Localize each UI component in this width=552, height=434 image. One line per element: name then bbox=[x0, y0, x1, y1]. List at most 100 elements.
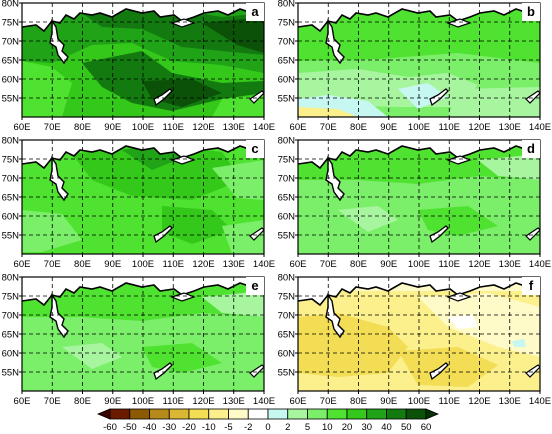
lon-tick-label: 100E bbox=[132, 396, 154, 407]
coastline bbox=[298, 8, 540, 33]
lon-tick-label: 140E bbox=[529, 396, 551, 407]
lon-tick-label: 70E bbox=[44, 259, 61, 270]
lat-tick-label: 55N bbox=[278, 368, 296, 379]
lon-tick-label: 60E bbox=[14, 122, 31, 133]
svg-text:a: a bbox=[251, 4, 259, 19]
colorbar-label: -50 bbox=[123, 422, 137, 433]
lat-tick-label: 60N bbox=[278, 212, 296, 223]
colorbar-swatch bbox=[247, 408, 269, 420]
colorbar-label: -10 bbox=[202, 422, 216, 433]
lon-tick-label: 110E bbox=[163, 122, 184, 133]
lake-baikal bbox=[153, 225, 173, 244]
lon-tick-label: 100E bbox=[408, 122, 430, 133]
lat-tick-label: 65N bbox=[278, 330, 296, 341]
colorbar-swatch bbox=[366, 408, 387, 420]
graticule bbox=[298, 3, 540, 117]
colorbar-label: -2 bbox=[244, 422, 252, 433]
colorbar-swatch bbox=[149, 408, 170, 420]
lon-tick-label: 80E bbox=[350, 396, 367, 407]
lat-tick-label: 80N bbox=[278, 0, 296, 10]
lon-tick-label: 110E bbox=[163, 396, 184, 407]
lon-tick-label: 130E bbox=[223, 259, 245, 270]
lon-tick-label: 70E bbox=[320, 122, 337, 133]
colorbar-label: 40 bbox=[381, 422, 392, 433]
lon-tick-label: 120E bbox=[468, 396, 490, 407]
colorbar-swatch bbox=[208, 408, 229, 420]
graticule bbox=[22, 3, 264, 117]
colorbar: -60 -50 -40 -30 -20 -10 -5 -2 0 2 5 10 20 30 40 50 60 bbox=[96, 408, 440, 433]
lat-tick-label: 75N bbox=[2, 18, 20, 29]
lon-tick-label: 90E bbox=[104, 122, 121, 133]
lat-tick-label: 65N bbox=[2, 56, 20, 67]
colorbar-label: 20 bbox=[342, 422, 353, 433]
lat-tick-label: 80N bbox=[2, 136, 20, 147]
lat-tick-label: 55N bbox=[2, 94, 20, 105]
lon-tick-label: 70E bbox=[44, 122, 61, 133]
colorbar-label: 5 bbox=[305, 422, 310, 433]
lake-baikal bbox=[153, 88, 173, 107]
lon-tick-label: 100E bbox=[408, 396, 430, 407]
lat-tick-label: 75N bbox=[2, 292, 20, 303]
graticule bbox=[298, 277, 540, 391]
coastline bbox=[22, 8, 264, 33]
lat-tick-label: 80N bbox=[2, 273, 20, 284]
colorbar-swatch bbox=[307, 408, 328, 420]
lon-tick-label: 80E bbox=[74, 259, 91, 270]
graticule bbox=[298, 140, 540, 254]
taimyr-lake bbox=[446, 155, 472, 165]
colorbar-label: 60 bbox=[421, 422, 432, 433]
lon-tick-label: 140E bbox=[253, 396, 275, 407]
lat-tick-label: 75N bbox=[278, 292, 296, 303]
lat-tick-label: 75N bbox=[278, 18, 296, 29]
lat-tick-label: 70N bbox=[278, 174, 296, 185]
okhotsk-coast bbox=[525, 364, 540, 378]
lat-tick-label: 80N bbox=[278, 136, 296, 147]
svg-text:b: b bbox=[527, 4, 535, 19]
colorbar-swatch bbox=[188, 408, 210, 420]
lon-tick-label: 90E bbox=[380, 122, 397, 133]
panel-label: c bbox=[246, 140, 264, 158]
map-panel-a: 80N 75N 70N 65N 60N 55N 60E 70E 80E 90E 100E 110E 12… bbox=[2, 0, 276, 133]
lon-tick-label: 120E bbox=[192, 396, 214, 407]
lon-tick-label: 120E bbox=[192, 122, 214, 133]
lon-tick-label: 70E bbox=[44, 396, 61, 407]
coastline bbox=[298, 145, 540, 170]
lat-tick-label: 60N bbox=[278, 349, 296, 360]
lon-tick-label: 110E bbox=[439, 259, 460, 270]
lon-tick-label: 100E bbox=[132, 259, 154, 270]
colorbar-label: 2 bbox=[285, 422, 290, 433]
lat-tick-label: 75N bbox=[2, 155, 20, 166]
lon-tick-label: 140E bbox=[253, 259, 275, 270]
lon-tick-label: 130E bbox=[499, 396, 521, 407]
lon-tick-label: 120E bbox=[468, 259, 490, 270]
lon-tick-label: 90E bbox=[380, 396, 397, 407]
colorbar-swatch bbox=[168, 408, 190, 420]
lon-tick-label: 140E bbox=[253, 122, 275, 133]
lake-baikal bbox=[429, 225, 449, 244]
graticule bbox=[22, 277, 264, 391]
colorbar-label: -60 bbox=[103, 422, 117, 433]
colorbar-label: -5 bbox=[224, 422, 232, 433]
lon-tick-label: 130E bbox=[499, 259, 521, 270]
colorbar-swatch bbox=[228, 408, 249, 420]
lat-tick-label: 65N bbox=[278, 56, 296, 67]
lon-tick-label: 120E bbox=[192, 259, 214, 270]
lon-tick-label: 100E bbox=[132, 122, 154, 133]
lat-tick-label: 80N bbox=[2, 0, 20, 10]
map-panel-f: 80N 75N 70N 65N 60N 55N 60E 70E 80E 90E 100E 110E 12… bbox=[278, 273, 552, 408]
lat-tick-label: 70N bbox=[2, 311, 20, 322]
lon-tick-label: 80E bbox=[350, 259, 367, 270]
coastline bbox=[22, 145, 264, 170]
lon-tick-label: 130E bbox=[499, 122, 521, 133]
lon-tick-label: 140E bbox=[529, 122, 551, 133]
colorbar-high-end bbox=[425, 408, 440, 420]
svg-text:d: d bbox=[527, 141, 535, 156]
panel-label: e bbox=[246, 277, 264, 295]
lon-tick-label: 60E bbox=[14, 396, 31, 407]
panel-label: a bbox=[246, 3, 264, 21]
graticule bbox=[22, 140, 264, 254]
taimyr-lake bbox=[446, 292, 472, 302]
coastline bbox=[22, 282, 264, 307]
lake-baikal bbox=[429, 362, 449, 381]
